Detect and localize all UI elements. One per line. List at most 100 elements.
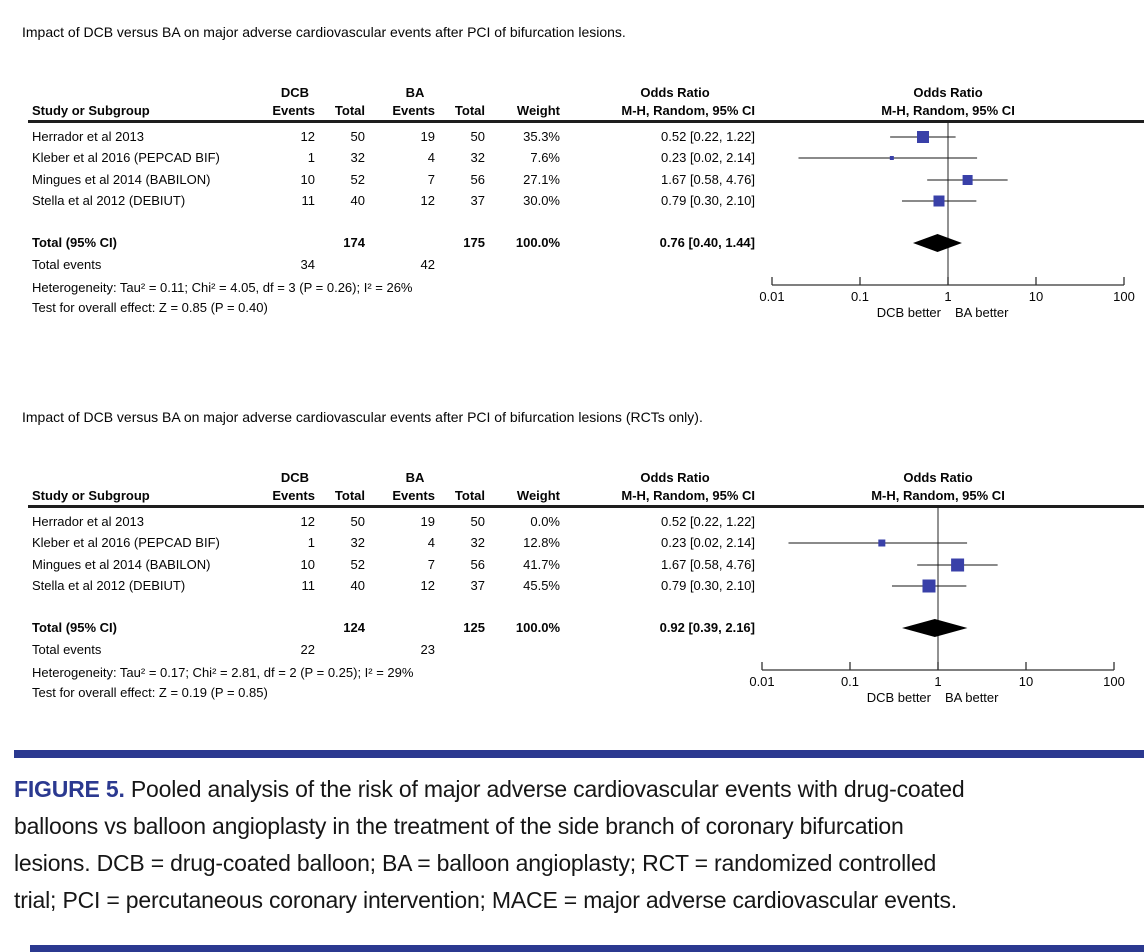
pooled-or-ci: 0.92 [0.39, 2.16] — [659, 620, 755, 635]
better-right-label: BA better — [955, 305, 1009, 320]
g1-total-events: 34 — [300, 257, 315, 272]
g1-total: 32 — [350, 150, 365, 165]
plot-or-sub: M-H, Random, 95% CI — [871, 488, 1005, 503]
x-tick-label: 0.01 — [749, 674, 775, 689]
col-study: Study or Subgroup — [32, 488, 150, 503]
overall-effect-text: Test for overall effect: Z = 0.85 (P = 0… — [32, 300, 268, 315]
or-ci: 0.79 [0.30, 2.10] — [661, 193, 755, 208]
col-group2: BA — [405, 470, 425, 485]
or-ci: 1.67 [0.58, 4.76] — [661, 557, 755, 572]
col-events-2: Events — [392, 103, 435, 118]
or-ci: 0.52 [0.22, 1.22] — [661, 129, 755, 144]
x-tick-label: 100 — [1103, 674, 1125, 689]
g2-total: 56 — [470, 172, 485, 187]
col-or-title: Odds Ratio — [640, 85, 710, 100]
g1-events: 1 — [307, 150, 315, 165]
header-rule — [28, 505, 1144, 508]
g2-total-events: 23 — [420, 642, 435, 657]
g1-events: 12 — [300, 129, 315, 144]
x-tick-label: 100 — [1113, 289, 1135, 304]
weight: 30.0% — [523, 193, 560, 208]
weight-square — [922, 579, 936, 593]
total-events-label: Total events — [32, 642, 102, 657]
g2-total-events: 42 — [420, 257, 435, 272]
forest-plot — [761, 508, 1115, 671]
col-events-2: Events — [392, 488, 435, 503]
g1-total: 40 — [350, 193, 365, 208]
g1-total: 32 — [350, 535, 365, 550]
g2-events: 4 — [427, 535, 435, 550]
x-tick-label: 0.1 — [850, 289, 870, 304]
or-ci: 0.23 [0.02, 2.14] — [661, 535, 755, 550]
plot-or-sub: M-H, Random, 95% CI — [881, 103, 1015, 118]
g2-events: 4 — [427, 150, 435, 165]
forest-panel-1: Impact of DCB versus BA on major adverse… — [0, 0, 1144, 345]
pooled-or-ci: 0.76 [0.40, 1.44] — [659, 235, 755, 250]
weight-square — [933, 195, 945, 207]
caption-line: trial; PCI = percutaneous coronary inter… — [14, 887, 957, 913]
figure-caption: FIGURE 5. Pooled analysis of the risk of… — [14, 771, 1142, 919]
better-right-label: BA better — [945, 690, 999, 705]
total-label: Total (95% CI) — [32, 620, 117, 635]
caption-line: FIGURE 5. Pooled analysis of the risk of… — [14, 771, 1142, 808]
col-total-1: Total — [334, 488, 365, 503]
x-tick-label: 10 — [1028, 289, 1044, 304]
g1-events: 12 — [300, 514, 315, 529]
g2-events: 12 — [420, 193, 435, 208]
study-name: Mingues et al 2014 (BABILON) — [32, 172, 211, 187]
total-weight: 100.0% — [515, 235, 560, 250]
weight: 27.1% — [523, 172, 560, 187]
g2-total: 50 — [470, 514, 485, 529]
col-or-title: Odds Ratio — [640, 470, 710, 485]
col-total-1: Total — [334, 103, 365, 118]
caption-top-rule — [14, 750, 1144, 758]
col-events-1: Events — [272, 488, 315, 503]
g1-total-sum: 174 — [343, 235, 365, 250]
x-tick-label: 0.01 — [759, 289, 785, 304]
g2-events: 12 — [420, 578, 435, 593]
g2-events: 7 — [427, 172, 435, 187]
g1-total-sum: 124 — [343, 620, 365, 635]
study-name: Herrador et al 2013 — [32, 129, 145, 144]
overall-effect-text: Test for overall effect: Z = 0.19 (P = 0… — [32, 685, 268, 700]
panel-title: Impact of DCB versus BA on major adverse… — [22, 409, 703, 425]
weight-square — [951, 558, 965, 572]
x-tick-label: 10 — [1018, 674, 1034, 689]
col-study: Study or Subgroup — [32, 103, 150, 118]
g2-events: 7 — [427, 557, 435, 572]
total-weight: 100.0% — [515, 620, 560, 635]
caption-bottom-rule — [30, 945, 1144, 952]
col-or-sub: M-H, Random, 95% CI — [621, 103, 755, 118]
weight: 35.3% — [523, 129, 560, 144]
caption-line: lesions. DCB = drug-coated balloon; BA =… — [14, 850, 937, 876]
study-name: Stella et al 2012 (DEBIUT) — [32, 193, 186, 208]
col-group1: DCB — [280, 470, 310, 485]
heterogeneity-text: Heterogeneity: Tau² = 0.17; Chi² = 2.81,… — [32, 665, 414, 680]
or-ci: 0.52 [0.22, 1.22] — [661, 514, 755, 529]
x-tick-label: 0.1 — [840, 674, 860, 689]
better-left-label: DCB better — [866, 690, 931, 705]
study-name: Kleber et al 2016 (PEPCAD BIF) — [32, 535, 220, 550]
col-total-2: Total — [454, 488, 485, 503]
panel-title: Impact of DCB versus BA on major adverse… — [22, 24, 626, 40]
col-group2: BA — [405, 85, 425, 100]
header-rule — [28, 120, 1144, 123]
g1-events: 11 — [301, 193, 316, 208]
weight-square — [917, 131, 930, 143]
g2-total: 37 — [470, 578, 485, 593]
study-name: Herrador et al 2013 — [32, 514, 145, 529]
study-name: Kleber et al 2016 (PEPCAD BIF) — [32, 150, 220, 165]
g1-total: 50 — [350, 514, 365, 529]
g2-total: 56 — [470, 557, 485, 572]
x-tick-label: 1 — [944, 289, 952, 304]
weight: 41.7% — [523, 557, 560, 572]
study-name: Mingues et al 2014 (BABILON) — [32, 557, 211, 572]
g2-total: 50 — [470, 129, 485, 144]
g2-total: 37 — [470, 193, 485, 208]
g2-events: 19 — [420, 129, 435, 144]
g2-total: 32 — [470, 535, 485, 550]
weight-square — [889, 156, 894, 160]
col-weight: Weight — [516, 488, 560, 503]
better-left-label: DCB better — [876, 305, 941, 320]
weight: 12.8% — [523, 535, 560, 550]
